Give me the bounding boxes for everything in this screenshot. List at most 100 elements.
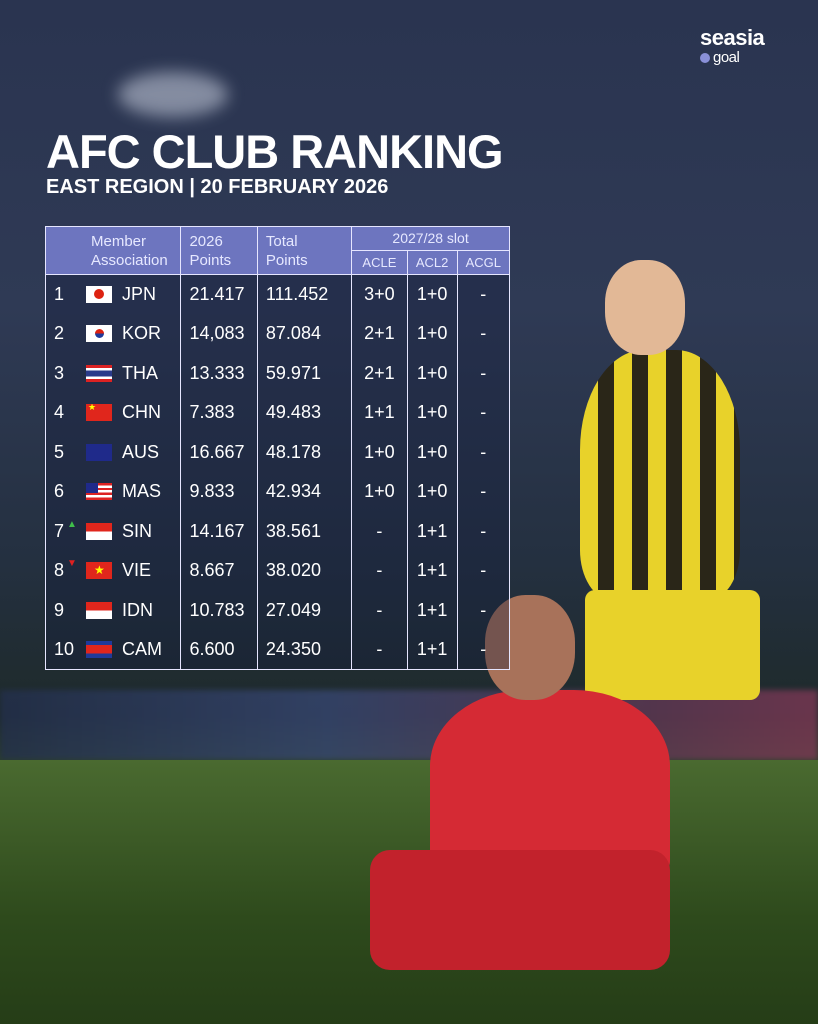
member-cell: 7 ▲ SIN: [44, 511, 182, 551]
acl2-slot: 1+0: [406, 432, 458, 472]
country-code: CAM: [122, 639, 162, 659]
country-code: KOR: [122, 323, 162, 344]
acle-slot: -: [351, 590, 408, 630]
table-row: 4 ★ CHN 7.383 49.483 1+1 1+0 -: [44, 393, 511, 433]
table-row: 10 CAM 6.600 24.350 - 1+1 -: [44, 630, 511, 670]
acgl-slot: -: [456, 630, 511, 670]
acl2-slot: 1+1: [406, 511, 458, 551]
country-code: VIE: [122, 560, 152, 581]
total-points: 24.350: [256, 630, 353, 670]
acle-slot: -: [351, 551, 408, 591]
total-points: 87.084: [256, 314, 353, 354]
table-row: 3 THA 13.333 59.971 2+1 1+0 -: [44, 353, 511, 393]
flag-kor-icon: [86, 325, 112, 343]
page-title: AFC CLUB RANKING: [46, 125, 504, 178]
member-cell: 5 AUS: [44, 432, 182, 472]
member-cell: 2 KOR: [44, 314, 182, 354]
points-2026: 21.417: [180, 274, 258, 314]
acle-slot: -: [351, 511, 408, 551]
rank: 2: [54, 323, 65, 344]
header-acle: ACLE: [351, 250, 408, 275]
ranking-table: Member Association 2026 Points Total Poi…: [44, 226, 511, 670]
country-code: IDN: [122, 599, 153, 620]
page-subtitle: EAST REGION | 20 FEBRUARY 2026: [46, 176, 389, 198]
goal-ball-icon: [700, 53, 710, 63]
player-yellow-head: [605, 260, 685, 355]
rank: 5: [54, 441, 65, 462]
header-slot: 2027/28 slot: [351, 226, 510, 251]
rank-down-icon: ▼: [67, 558, 77, 570]
acl2-slot: 1+1: [406, 630, 458, 670]
acle-slot: 3+0: [351, 274, 408, 314]
acgl-slot: -: [456, 274, 511, 314]
rank: 1: [54, 284, 65, 304]
rank: 4: [54, 402, 65, 423]
country-code: CHN: [122, 402, 161, 423]
total-points: 38.561: [256, 511, 353, 551]
flag-sin-icon: [86, 522, 112, 540]
rank: 3: [54, 362, 65, 383]
header-member: Member Association: [44, 226, 182, 275]
acle-slot: 1+0: [351, 432, 408, 472]
country-code: SIN: [122, 520, 153, 541]
member-cell: 9 IDN: [44, 590, 182, 630]
stadium-boards: [0, 690, 818, 760]
acle-slot: 1+0: [351, 472, 408, 512]
points-2026: 6.600: [180, 630, 258, 670]
rank: 6: [54, 481, 65, 502]
player-yellow-kit: [580, 350, 740, 600]
stadium-light: [118, 72, 228, 117]
total-points: 111.452: [256, 274, 353, 314]
player-red-legs: [370, 850, 670, 970]
acl2-slot: 1+1: [406, 551, 458, 591]
acgl-slot: -: [456, 393, 511, 433]
header-2026-points: 2026 Points: [180, 226, 258, 275]
acgl-slot: -: [456, 432, 511, 472]
rank: 10: [54, 639, 75, 659]
logo-brand: seasia: [700, 25, 765, 50]
player-red-kit: [430, 690, 670, 880]
acgl-slot: -: [456, 472, 511, 512]
flag-chn-icon: ★: [86, 404, 112, 422]
flag-tha-icon: [86, 364, 112, 382]
header-acl2: ACL2: [406, 250, 458, 275]
member-cell: 8 ▼ ★ VIE: [44, 551, 182, 591]
table-row: 2 KOR 14,083 87.084 2+1 1+0 -: [44, 314, 511, 354]
member-cell: 3 THA: [44, 353, 182, 393]
total-points: 42.934: [256, 472, 353, 512]
table-row: 6 MAS 9.833 42.934 1+0 1+0 -: [44, 472, 511, 512]
total-points: 38.020: [256, 551, 353, 591]
header-acgl: ACGL: [456, 250, 511, 275]
total-points: 48.178: [256, 432, 353, 472]
points-2026: 10.783: [180, 590, 258, 630]
points-2026: 9.833: [180, 472, 258, 512]
acgl-slot: -: [456, 353, 511, 393]
flag-mas-icon: [86, 483, 112, 501]
table-row: 7 ▲ SIN 14.167 38.561 - 1+1 -: [44, 511, 511, 551]
country-code: JPN: [122, 284, 157, 304]
acgl-slot: -: [456, 590, 511, 630]
total-points: 59.971: [256, 353, 353, 393]
points-2026: 8.667: [180, 551, 258, 591]
acgl-slot: -: [456, 314, 511, 354]
acl2-slot: 1+0: [406, 472, 458, 512]
acl2-slot: 1+0: [406, 353, 458, 393]
seasia-goal-logo: seasia goal: [700, 25, 765, 68]
flag-jpn-icon: [86, 286, 112, 303]
acl2-slot: 1+1: [406, 590, 458, 630]
country-code: AUS: [122, 441, 160, 462]
table-row: 9 IDN 10.783 27.049 - 1+1 -: [44, 590, 511, 630]
member-cell: 1 JPN: [44, 274, 182, 314]
rank-up-icon: ▲: [67, 518, 77, 530]
points-2026: 7.383: [180, 393, 258, 433]
flag-idn-icon: [86, 601, 112, 619]
acl2-slot: 1+0: [406, 393, 458, 433]
table-row: 1 JPN 21.417 111.452 3+0 1+0 -: [44, 274, 511, 314]
acl2-slot: 1+0: [406, 314, 458, 354]
points-2026: 14,083: [180, 314, 258, 354]
table-row: 8 ▼ ★ VIE 8.667 38.020 - 1+1 -: [44, 551, 511, 591]
member-cell: 4 ★ CHN: [44, 393, 182, 433]
acgl-slot: -: [456, 511, 511, 551]
player-yellow-shorts: [585, 590, 760, 700]
table-row: 5 AUS 16.667 48.178 1+0 1+0 -: [44, 432, 511, 472]
